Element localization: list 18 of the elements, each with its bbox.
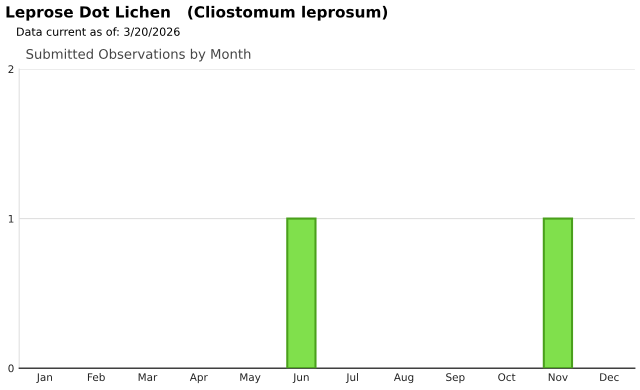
y-tick-label: 0 (8, 364, 14, 372)
chart-title: Leprose Dot Lichen (Cliostomum leprosum) (6, 6, 388, 21)
chart-subtitle: Submitted Observations by Month (26, 48, 250, 62)
x-tick-label: Dec (600, 373, 619, 382)
x-tick-label: Jul (346, 373, 358, 384)
y-tick-label: 2 (8, 65, 14, 73)
x-tick-label: Jun (292, 373, 309, 384)
x-tick-label: Oct (498, 373, 516, 382)
x-tick-label: Sep (446, 373, 465, 384)
x-tick-label: Jan (36, 373, 52, 384)
x-tick-label: Aug (394, 373, 414, 384)
x-tick-label: Nov (548, 373, 568, 382)
x-tick-label: Feb (88, 373, 105, 382)
y-tick-label: 1 (8, 214, 14, 223)
text: Data current as of: 3/20/2026 (17, 27, 180, 37)
x-tick-label: Apr (190, 373, 208, 384)
x-tick-label: Mar (138, 373, 158, 382)
x-tick-label: May (240, 373, 261, 384)
